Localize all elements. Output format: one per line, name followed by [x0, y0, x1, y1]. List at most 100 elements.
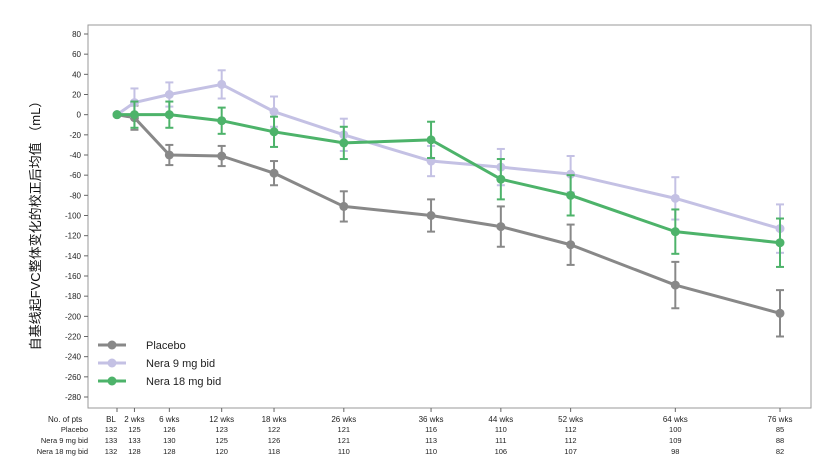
y-tick-label: -260 [65, 373, 82, 382]
y-tick-label: 40 [72, 70, 81, 79]
data-point [164, 90, 174, 99]
table-cell: 132 [105, 425, 118, 434]
table-cell: 111 [495, 436, 506, 445]
y-tick-label: -240 [65, 353, 82, 362]
data-point [339, 201, 349, 211]
data-point [217, 116, 227, 126]
data-point [426, 135, 436, 145]
table-header-label: No. of pts [48, 415, 82, 424]
data-point [566, 169, 576, 179]
y-tick-label: 0 [77, 111, 82, 120]
legend-marker [107, 340, 117, 350]
y-tick-label: -20 [69, 131, 81, 140]
plot-frame [87, 24, 812, 409]
table-cell: 112 [565, 436, 577, 445]
table-cell: 88 [776, 436, 784, 445]
table-cell: 133 [105, 436, 118, 445]
data-point [426, 211, 436, 220]
x-tick-label: 76 wks [768, 415, 793, 424]
series-line [117, 113, 781, 245]
y-tick-label: -160 [65, 272, 82, 281]
series-line [116, 113, 781, 315]
y-axis-label: 自基线起FVC整体变化的校正后均值 （mL） [28, 95, 43, 351]
data-point [217, 151, 227, 161]
table-cell: 130 [163, 436, 176, 445]
y-tick-label: 80 [72, 30, 81, 39]
x-tick-label: 2 wks [124, 415, 144, 424]
y-tick-label: -200 [65, 312, 82, 321]
x-tick-label: 6 wks [159, 415, 179, 424]
y-tick-label: 20 [72, 91, 81, 100]
table-row-label: Placebo [61, 425, 88, 434]
table-cell: 110 [338, 447, 350, 456]
table-cell: 132 [105, 447, 118, 456]
y-tick-label: -280 [65, 393, 82, 402]
legend: Placebo Nera 9 mg bid Nera 18 mg bid [98, 340, 221, 388]
data-point [269, 127, 279, 137]
y-tick-label: -80 [69, 191, 81, 200]
table-cell: 121 [338, 425, 351, 434]
series-nera-18-mg-bid [112, 100, 785, 268]
table-cell: 98 [671, 447, 679, 456]
x-tick-label: 44 wks [488, 415, 513, 424]
data-point [269, 107, 279, 117]
legend-entry: Nera 18 mg bid [146, 376, 221, 388]
data-point [339, 138, 349, 148]
axis-layer: 80 60 40 20 0 -20 -40 -60 -80 -100 -120 -140 -160 -18… [65, 24, 812, 424]
data-point [670, 227, 680, 237]
table-cell: 126 [163, 425, 176, 434]
x-tick-label: 12 wks [209, 415, 234, 424]
legend-marker [107, 376, 117, 386]
data-point [775, 308, 785, 318]
table-cell: 113 [425, 436, 437, 445]
data-point [164, 150, 174, 160]
table-cell: 110 [425, 447, 437, 456]
y-tick-label: -100 [65, 212, 82, 221]
data-point [269, 168, 279, 178]
legend-entry: Nera 9 mg bid [146, 358, 215, 370]
table-cell: 116 [425, 425, 437, 434]
y-tick-label: -220 [65, 333, 82, 342]
y-tick-label: 60 [72, 50, 81, 59]
table-cell: 120 [215, 447, 228, 456]
table-cell: 128 [163, 447, 176, 456]
table-cell: 118 [268, 447, 280, 456]
y-tick-label: -60 [69, 171, 81, 180]
data-point [496, 174, 506, 184]
table-cell: 106 [495, 447, 508, 456]
table-cell: 112 [565, 425, 577, 434]
y-tick-label: -120 [65, 232, 82, 241]
data-point [164, 110, 174, 120]
table-row-label: Nera 18 mg bid [37, 447, 88, 456]
series-placebo [112, 104, 785, 338]
y-tick-label: -140 [65, 252, 82, 261]
table-cell: 128 [128, 447, 141, 456]
table-cell: 133 [128, 436, 141, 445]
x-tick-label: 18 wks [262, 415, 287, 424]
data-point [112, 110, 122, 120]
data-point [217, 79, 227, 89]
series-nera-9-mg-bid [112, 69, 785, 254]
data-point [670, 193, 680, 203]
data-point [566, 240, 576, 250]
x-tick-label: 26 wks [331, 415, 356, 424]
table-cell: 85 [776, 425, 784, 434]
data-point [566, 190, 576, 200]
table-cell: 109 [669, 436, 682, 445]
x-tick-label: 52 wks [558, 415, 583, 424]
legend-marker [107, 358, 117, 368]
data-point [670, 280, 680, 290]
series-layer [112, 69, 785, 338]
table-cell: 82 [776, 447, 784, 456]
table-cell: 125 [215, 436, 228, 445]
table-cell: 107 [564, 447, 577, 456]
y-tick-label: -40 [69, 151, 81, 160]
legend-entry: Placebo [146, 340, 186, 352]
table-cell: 123 [215, 425, 228, 434]
table-cell: 126 [268, 436, 281, 445]
data-point [775, 238, 785, 248]
table-row-label: Nera 9 mg bid [41, 436, 88, 445]
table-cell: 110 [495, 425, 507, 434]
